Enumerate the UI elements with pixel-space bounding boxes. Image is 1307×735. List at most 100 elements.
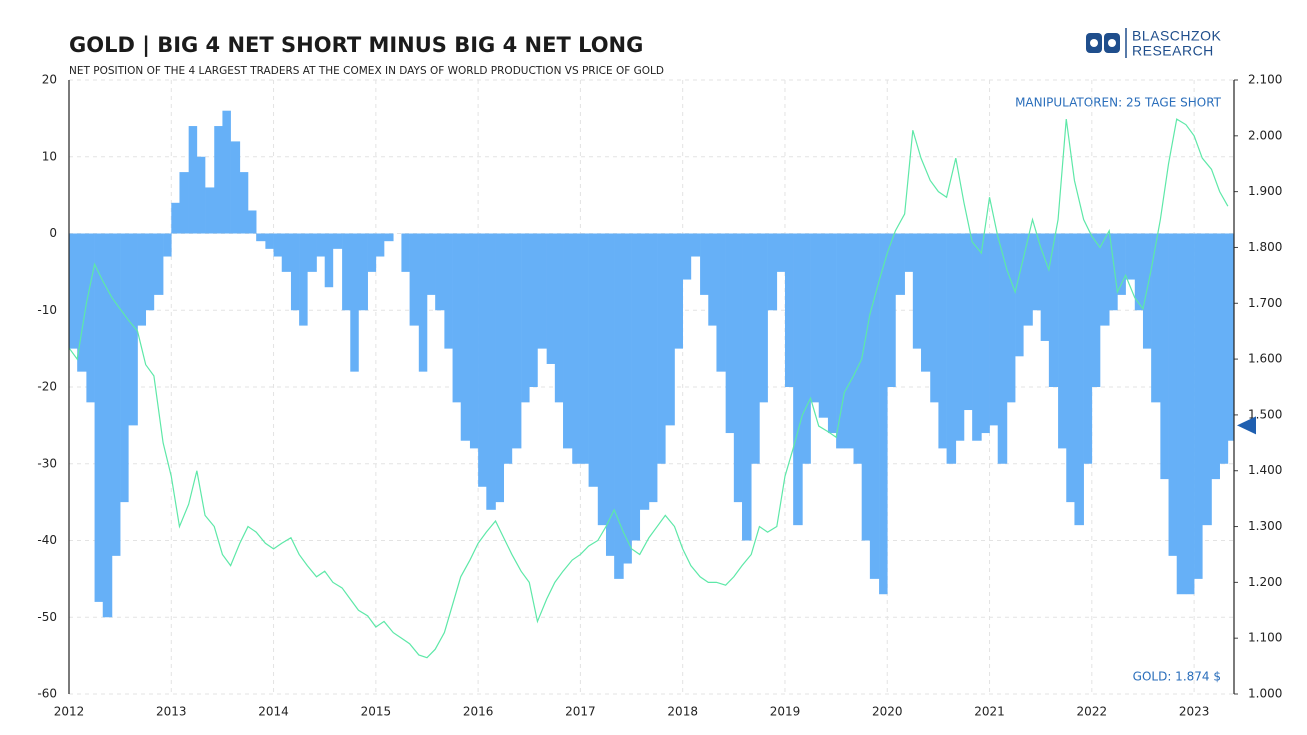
annotation: GOLD: 1.874 $ [1133, 670, 1221, 684]
bar [77, 233, 87, 372]
bar [299, 233, 308, 326]
bar [1040, 233, 1050, 341]
x-tick-label: 2013 [156, 705, 187, 719]
bar [665, 233, 675, 426]
bar [503, 233, 513, 464]
bar [529, 233, 538, 387]
y2-tick-label: 2.100 [1248, 73, 1282, 87]
bar [426, 233, 436, 295]
bar [316, 233, 326, 257]
bar [1058, 233, 1067, 449]
bar [469, 233, 479, 449]
bar [793, 233, 803, 526]
y2-tick-label: 1.200 [1248, 575, 1282, 589]
y-tick-label: -40 [37, 533, 57, 547]
bar [86, 233, 95, 403]
logo-line1: BLASCHZOK [1132, 28, 1221, 44]
bar [196, 156, 206, 234]
bar [614, 233, 624, 579]
bar [137, 233, 147, 326]
x-tick-label: 2019 [770, 705, 801, 719]
bar [1211, 233, 1220, 480]
y-tick-label: -30 [37, 456, 57, 470]
bar [1048, 233, 1059, 387]
bar [324, 233, 334, 288]
bar [682, 233, 692, 280]
bar [605, 233, 615, 556]
bar [290, 233, 300, 311]
bar [938, 233, 947, 449]
y-tick-label: -10 [37, 303, 57, 317]
bar [94, 233, 104, 602]
bar [230, 141, 241, 234]
bar [844, 233, 854, 449]
bar [188, 126, 198, 234]
bar [588, 233, 599, 487]
bar [384, 233, 394, 242]
bar [435, 233, 445, 311]
x-tick-label: 2022 [1077, 705, 1108, 719]
bar [963, 233, 973, 411]
bar [912, 233, 922, 349]
x-tick-label: 2023 [1179, 705, 1210, 719]
bar [222, 110, 231, 234]
bar [367, 233, 377, 272]
bar [537, 233, 547, 349]
bar [401, 233, 410, 272]
bar [358, 233, 368, 311]
y2-tick-label: 1.800 [1248, 240, 1282, 254]
y2-tick-label: 1.600 [1248, 352, 1282, 366]
current-marker [1237, 416, 1256, 435]
bar [759, 233, 768, 403]
x-tick-label: 2018 [667, 705, 698, 719]
x-tick-label: 2014 [258, 705, 289, 719]
bar [853, 233, 862, 464]
bar [690, 233, 701, 257]
bar [751, 233, 760, 464]
bar [511, 233, 522, 449]
bar [521, 233, 530, 403]
x-tick-label: 2021 [974, 705, 1005, 719]
bar [879, 233, 888, 595]
bar [776, 233, 786, 272]
bar [265, 233, 274, 249]
bar [342, 233, 351, 311]
bar [418, 233, 428, 372]
bar [1117, 233, 1126, 295]
bar [810, 233, 820, 403]
bar [163, 233, 172, 257]
bar [946, 233, 957, 464]
bar [307, 233, 317, 272]
bar [1006, 233, 1016, 403]
bar [69, 233, 78, 349]
bar [478, 233, 487, 487]
y-tick-label: -60 [37, 687, 57, 701]
x-tick-label: 2020 [872, 705, 903, 719]
bar [904, 233, 914, 272]
logo-icon [1086, 28, 1127, 58]
x-tick-label: 2012 [54, 705, 85, 719]
bar [648, 233, 658, 503]
bar [1134, 233, 1144, 311]
chart-title: GOLD | BIG 4 NET SHORT MINUS BIG 4 NET L… [69, 33, 643, 58]
bar [452, 233, 462, 403]
bar [657, 233, 666, 464]
y2-tick-label: 1.000 [1248, 687, 1282, 701]
bar [631, 233, 641, 541]
bar [930, 233, 939, 403]
bar [1194, 233, 1203, 579]
bar [818, 233, 829, 418]
chart-subtitle: NET POSITION OF THE 4 LARGEST TRADERS AT… [69, 65, 664, 77]
bar [460, 233, 471, 441]
bar [836, 233, 845, 449]
bar [350, 233, 359, 372]
bar [1074, 233, 1084, 526]
bar [1125, 233, 1136, 280]
y2-tick-label: 2.000 [1248, 128, 1282, 142]
bar [1227, 233, 1235, 441]
bar [674, 233, 683, 349]
bar [733, 233, 743, 503]
y2-tick-label: 1.100 [1248, 631, 1282, 645]
bar [273, 233, 283, 257]
